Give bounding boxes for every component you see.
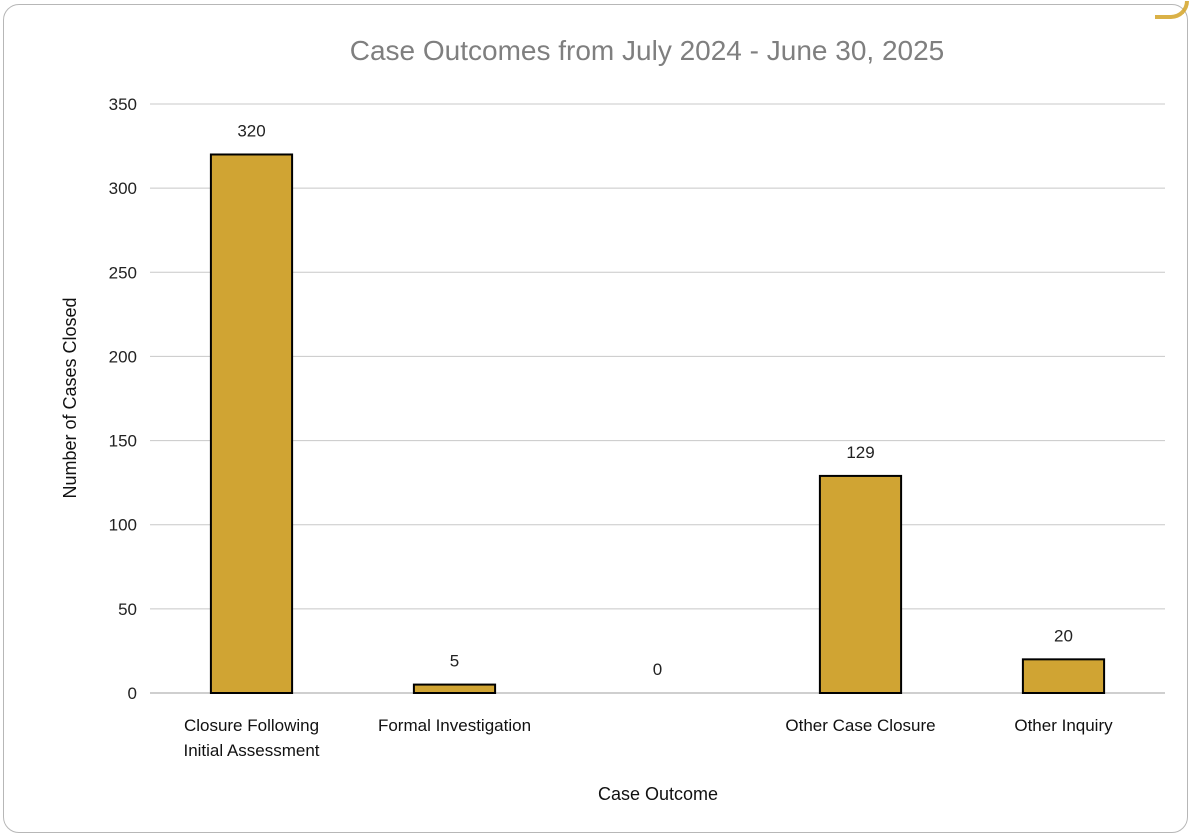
y-tick-label: 150 xyxy=(109,432,137,451)
bar xyxy=(1021,658,1106,694)
data-label: 20 xyxy=(1054,626,1073,645)
data-label: 320 xyxy=(237,121,265,140)
y-tick-label: 200 xyxy=(109,347,137,366)
y-tick-label: 300 xyxy=(109,179,137,198)
data-labels: 320 5 0 129 20 xyxy=(237,121,1073,679)
data-label: 0 xyxy=(653,660,662,679)
bar xyxy=(412,683,497,694)
bars xyxy=(209,153,1106,695)
data-label: 5 xyxy=(450,652,459,671)
category-label: Closure Following Initial Assessment xyxy=(183,716,319,760)
category-label: Formal Investigation xyxy=(378,716,531,735)
category-labels: Closure Following Initial Assessment Forma… xyxy=(183,716,1113,760)
bar xyxy=(818,474,903,695)
category-label: Other Inquiry xyxy=(1014,716,1113,735)
bar xyxy=(209,153,294,694)
x-axis-title: Case Outcome xyxy=(598,784,718,804)
chart-title: Case Outcomes from July 2024 - June 30, … xyxy=(350,35,945,66)
data-label: 129 xyxy=(846,443,874,462)
gridlines xyxy=(150,103,1165,610)
y-tick-label: 50 xyxy=(118,600,137,619)
y-tick-label: 350 xyxy=(109,95,137,114)
y-tick-label: 100 xyxy=(109,516,137,535)
category-label: Other Case Closure xyxy=(785,716,935,735)
y-tick-label: 0 xyxy=(128,684,137,703)
y-axis-title: Number of Cases Closed xyxy=(60,297,80,498)
y-tick-label: 250 xyxy=(109,263,137,282)
y-axis-ticks: 0 50 100 150 200 250 300 350 xyxy=(109,95,137,703)
chart-frame xyxy=(3,1,1189,833)
